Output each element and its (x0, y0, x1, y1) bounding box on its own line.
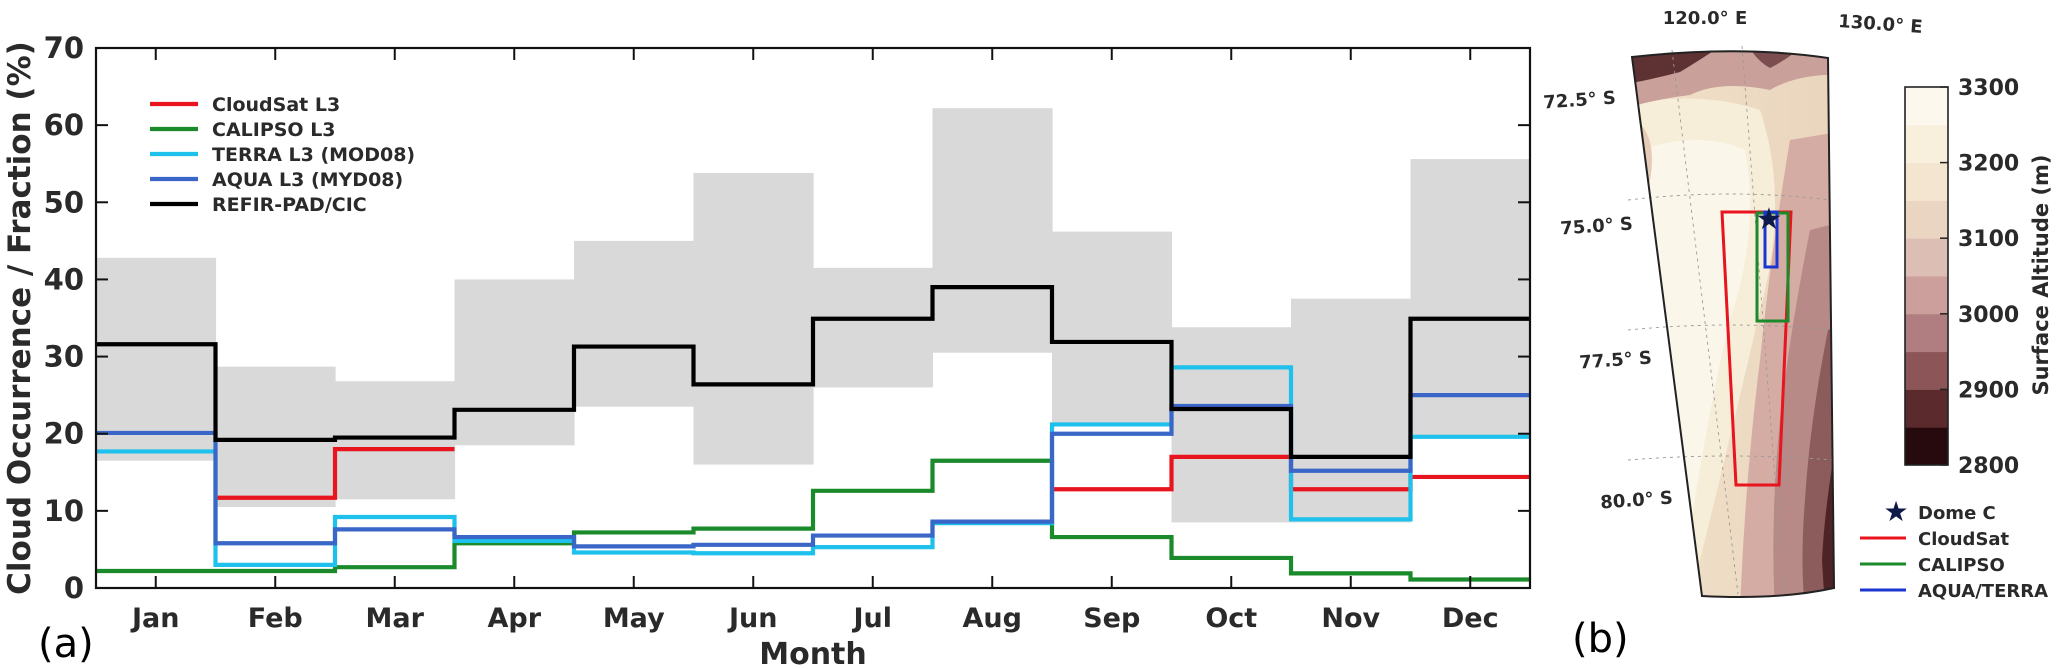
colorbar-step (1905, 124, 1948, 164)
band-mar (335, 381, 456, 500)
band-may (574, 240, 695, 407)
band-apr (454, 279, 575, 446)
x-tick-label: Apr (487, 603, 541, 634)
map-sector-border (1630, 50, 1836, 598)
colorbar-label: Surface Altitude (m) (2029, 154, 2053, 395)
band-oct (1171, 327, 1292, 523)
min-max-band (96, 108, 1531, 523)
band-jun (693, 172, 814, 465)
colorbar-tick-label: 2800 (1958, 454, 2019, 479)
panel-b-map: ★ 120.0° E 130.0° E 72.5° S 75.0° S 77.5… (1543, 8, 2053, 662)
x-tick-label: Oct (1205, 603, 1257, 634)
legend-label: TERRA L3 (MOD08) (212, 144, 415, 166)
x-tick-label: Nov (1321, 603, 1380, 634)
band-aug (932, 108, 1053, 353)
band-feb (215, 366, 336, 507)
band-dec (1410, 159, 1531, 438)
dome-c-star-icon: ★ (1756, 202, 1783, 237)
legend-label: AQUA L3 (MYD08) (212, 169, 403, 191)
lat-label-77-5: 77.5° S (1579, 348, 1653, 374)
x-axis-label: Month (759, 637, 867, 669)
colorbar-step (1905, 87, 1948, 126)
series-calipso-l3 (96, 458, 1530, 582)
colorbar-frame (1904, 86, 1949, 466)
colorbar-tick-label: 3000 (1958, 303, 2019, 328)
y-tick-label: 10 (44, 494, 84, 528)
colorbar-tick-label: 3300 (1958, 76, 2019, 101)
colorbar-step (1905, 276, 1948, 315)
x-tick-label: Jan (130, 603, 180, 634)
lat-label-72-5: 72.5° S (1543, 88, 1617, 114)
plot-frame (94, 46, 1532, 590)
legend-label: CloudSat (1918, 529, 2010, 550)
panel-label-a: (a) (38, 621, 94, 667)
colorbar-step (1905, 313, 1948, 353)
y-tick-label: 0 (64, 571, 84, 605)
colorbar-step (1905, 162, 1948, 201)
y-tick-label: 50 (44, 185, 84, 219)
lon-label-130: 130.0° E (1838, 11, 1924, 38)
x-tick-label: May (603, 603, 665, 634)
x-tick-label: Aug (963, 603, 1022, 634)
map-legend: ★ Dome C CloudSat CALIPSO AQUA/TERRA (1860, 495, 2048, 602)
y-axis-label: Cloud Occurrence / Fraction (%) (2, 41, 38, 595)
lon-label-120: 120.0° E (1663, 8, 1748, 29)
y-tick-label: 30 (44, 340, 84, 374)
legend: CloudSat L3 CALIPSO L3 TERRA L3 (MOD08) AQU… (150, 94, 415, 216)
legend-label: REFIR-PAD/CIC (212, 194, 367, 216)
colorbar-step (1905, 389, 1948, 428)
colorbar-step (1905, 200, 1948, 239)
y-axis-ticks: 0 10 20 30 40 50 60 70 (44, 31, 1530, 605)
y-tick-label: 60 (44, 108, 84, 142)
aqua-terra-footprint (1763, 210, 1779, 269)
lat-label-75: 75.0° S (1560, 214, 1634, 240)
legend-label: CALIPSO (1918, 555, 2005, 576)
series-lines (96, 285, 1530, 582)
colorbar-step (1905, 351, 1948, 390)
colorbar-tick-label: 3200 (1958, 152, 2019, 177)
panel-label-b: (b) (1572, 616, 1629, 662)
legend-label: Dome C (1918, 503, 1996, 524)
y-tick-label: 70 (44, 31, 84, 65)
lat-label-80: 80.0° S (1600, 488, 1674, 514)
colorbar-tick-label: 2900 (1958, 378, 2019, 403)
x-tick-label: Sep (1083, 603, 1140, 634)
x-tick-label: Jul (851, 603, 892, 634)
band-sep (1052, 231, 1173, 426)
panel-a-line-chart: 0 10 20 30 40 50 60 70 Jan Feb Mar Apr May Jun Jul Aug… (2, 31, 1532, 669)
colorbar-tick-label: 3100 (1958, 227, 2019, 252)
colorbar-step (1905, 427, 1948, 466)
band-jul (813, 267, 934, 388)
legend-label: CALIPSO L3 (212, 119, 336, 141)
colorbar-step (1905, 238, 1948, 277)
colorbar: 2800 2900 3000 3100 3200 3300 (1904, 76, 2019, 479)
series-terra-l3-mod08 (96, 365, 1530, 567)
series-refir-pad-cic (96, 285, 1530, 459)
x-tick-label: Jun (727, 603, 778, 634)
x-tick-label: Dec (1442, 603, 1499, 634)
legend-label: AQUA/TERRA (1918, 581, 2048, 602)
x-tick-label: Feb (248, 603, 303, 634)
band-nov (1291, 298, 1412, 523)
band-jan (96, 257, 217, 461)
y-tick-label: 40 (44, 262, 84, 296)
x-axis-ticks: Jan Feb Mar Apr May Jun Jul Aug Sep Oct Nov Dec (130, 48, 1499, 634)
x-tick-label: Mar (366, 603, 425, 634)
y-tick-label: 20 (44, 417, 84, 451)
legend-label: CloudSat L3 (212, 94, 340, 116)
dome-c-legend-star-icon: ★ (1883, 495, 1908, 528)
